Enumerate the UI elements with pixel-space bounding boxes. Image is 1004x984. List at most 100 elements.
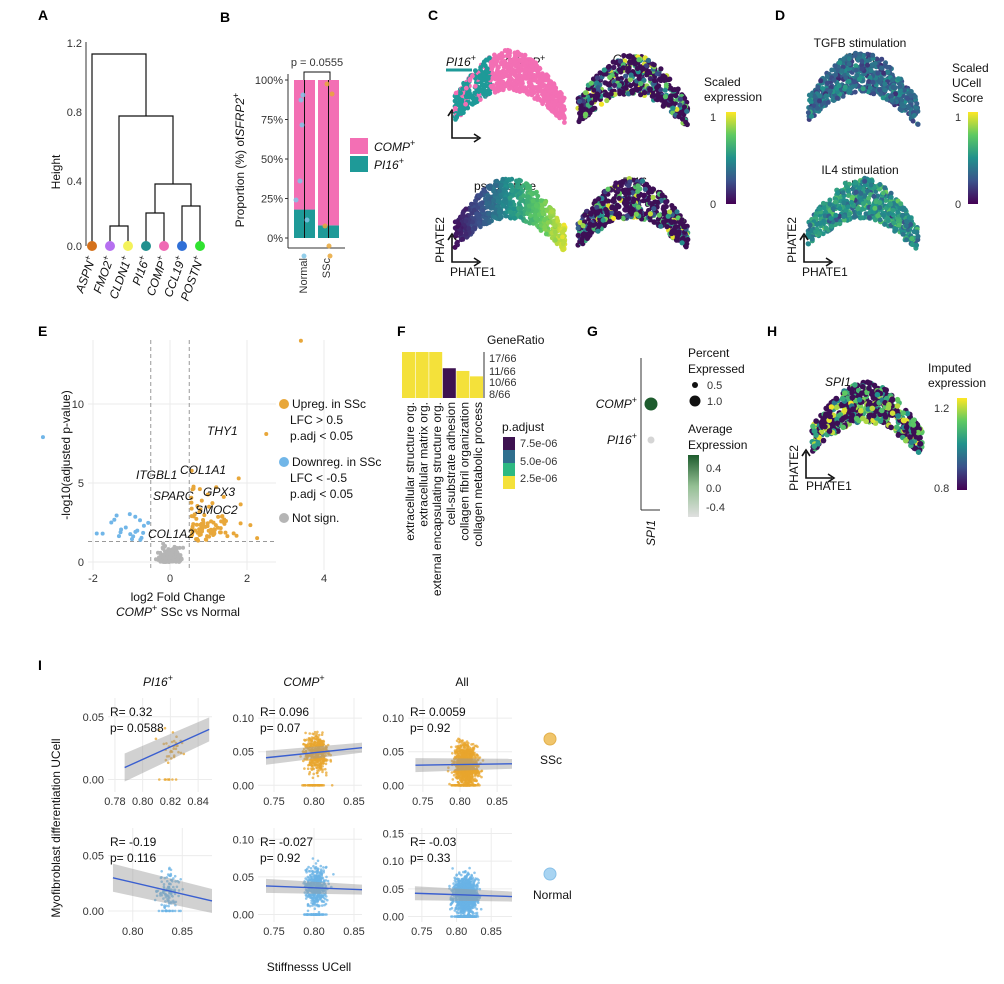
cell-point-cluster xyxy=(485,75,491,80)
go-bar-4 xyxy=(456,370,470,398)
cell-point-il4 xyxy=(909,242,915,247)
proportion-tick-label: 0% xyxy=(267,233,283,245)
cell-point-pseudotime xyxy=(475,205,481,211)
volcano-point-down xyxy=(133,529,138,534)
cell-point-spi1 xyxy=(834,420,841,427)
cell-point-cluster xyxy=(490,70,496,76)
cell-point-cluster xyxy=(550,94,556,100)
cell-point-cd34 xyxy=(667,76,673,82)
cell-point-il4 xyxy=(887,201,893,207)
subplot-ytick: 0.00 xyxy=(83,774,104,786)
cell-point-tgfb xyxy=(915,121,921,127)
imputed-colorbar xyxy=(957,398,967,490)
cell-point-pi16 xyxy=(651,219,658,225)
subplot-xtick: 0.84 xyxy=(187,796,208,808)
cell-point-il4 xyxy=(841,200,847,206)
cell-point-pseudotime xyxy=(463,206,469,212)
leaf-dot-ccl19 xyxy=(177,241,187,251)
cell-point-cluster xyxy=(472,90,478,96)
cell-point-cluster xyxy=(552,102,557,108)
cell-point-cd34 xyxy=(597,70,603,76)
volcano-point-up xyxy=(189,506,194,511)
volcano-point-down xyxy=(139,535,144,540)
cell-point-cluster xyxy=(482,63,488,69)
proportion-y-label: Proportion (%) ofSFRP2+ xyxy=(231,93,247,228)
cell-point-cd34 xyxy=(651,62,657,68)
cell-point-il4 xyxy=(891,220,897,226)
cell-point-pseudotime xyxy=(517,190,523,196)
dotplot-gene-label: SPI1 xyxy=(644,520,658,546)
sample-point xyxy=(293,197,299,203)
cell-point-spi1 xyxy=(889,397,896,403)
cell-point-pseudotime xyxy=(552,229,558,235)
cell-point-tgfb xyxy=(836,83,842,89)
cell-point-cd34 xyxy=(591,87,597,93)
cell-point-spi1 xyxy=(911,429,917,435)
phate2-label-d: PHATE2 xyxy=(785,217,799,263)
cell-point-pseudotime xyxy=(472,207,477,213)
cell-point-cd34 xyxy=(684,108,690,114)
cell-point-tgfb xyxy=(834,95,840,101)
cell-point-cd34 xyxy=(583,90,589,96)
cell-point-il4 xyxy=(850,194,855,200)
cell-point-cluster xyxy=(453,90,459,96)
cell-point-tgfb xyxy=(859,66,865,72)
legend-dot-down xyxy=(279,457,289,467)
cell-point-il4 xyxy=(872,217,878,223)
cell-point-cluster xyxy=(538,98,544,104)
cell-point-cluster xyxy=(481,59,487,65)
phate-expression-panel: PI16+ COMP+ CD34 pseudotime PI16 Scaled … xyxy=(433,47,762,279)
volcano-point-down xyxy=(138,518,143,523)
legend-ns-label: Not sign. xyxy=(292,511,339,525)
cell-point-cluster xyxy=(507,57,513,63)
cell-point-il4 xyxy=(846,211,852,217)
pvalue-label: p = 0.0555 xyxy=(291,57,343,69)
cell-point-cd34 xyxy=(638,81,644,87)
cell-point-cluster xyxy=(545,100,551,105)
cell-point-cluster xyxy=(488,60,494,65)
cell-point-pseudotime xyxy=(476,193,482,199)
cell-point-cluster xyxy=(477,75,483,81)
cell-point-tgfb xyxy=(889,93,895,99)
legend-up-padj: p.adj < 0.05 xyxy=(290,429,353,443)
legend-dot-ns xyxy=(279,513,289,523)
cell-point-cd34 xyxy=(634,65,641,71)
go-category-4: collagen fibril organization xyxy=(457,402,471,541)
cell-point-pseudotime xyxy=(491,197,496,203)
cell-point-cluster xyxy=(473,68,478,73)
cell-point-pi16 xyxy=(580,223,586,229)
cell-point-tgfb xyxy=(911,113,917,118)
volcano-point-up xyxy=(189,514,194,519)
subplot-point xyxy=(316,774,320,778)
cell-point-il4 xyxy=(845,204,851,210)
cell-point-cluster xyxy=(545,84,550,90)
percent-title-1: Percent xyxy=(688,346,730,360)
cell-point-cd34 xyxy=(684,99,690,105)
volcano-point-down xyxy=(141,523,146,528)
cell-point-spi1 xyxy=(827,409,833,415)
go-category-3: cell-substrate adhesion xyxy=(444,402,458,525)
cell-point-pseudotime xyxy=(483,196,488,202)
gene-label-col1a2: COL1A2 xyxy=(148,527,194,541)
phate-embeddings-d xyxy=(799,50,921,267)
cell-point-pseudotime xyxy=(525,195,531,201)
cell-point-cd34 xyxy=(589,100,595,106)
phate-embeddings-c xyxy=(447,47,691,267)
cell-point-tgfb xyxy=(882,87,888,93)
cell-point-cluster xyxy=(554,90,559,95)
cell-point-pseudotime xyxy=(560,247,566,253)
cell-point-cd34 xyxy=(655,92,661,98)
cell-point-cd34 xyxy=(670,105,676,111)
cell-point-il4 xyxy=(898,201,904,207)
cell-point-il4 xyxy=(882,185,888,191)
cell-point-cd34 xyxy=(647,76,654,82)
cell-point-spi1 xyxy=(886,401,892,408)
cell-point-cd34 xyxy=(618,69,624,75)
cell-point-cd34 xyxy=(595,85,601,91)
imputed-title-2: expression xyxy=(928,376,986,390)
cell-point-cd34 xyxy=(658,66,664,72)
cell-point-spi1 xyxy=(852,382,858,388)
panel-letter-h: H xyxy=(767,323,777,339)
cell-point-pseudotime xyxy=(518,205,524,211)
volcano-xtick: -2 xyxy=(88,573,98,585)
